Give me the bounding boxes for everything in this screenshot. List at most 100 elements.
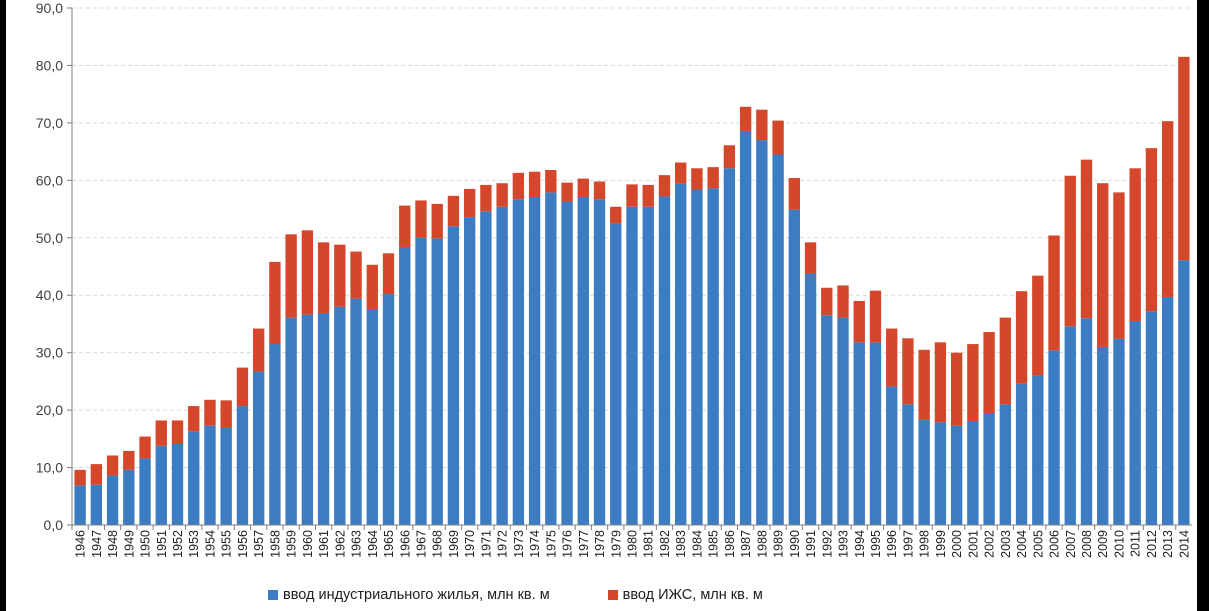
bar-segment-izhs bbox=[496, 183, 508, 207]
bar-segment-industrial bbox=[853, 342, 865, 525]
x-tick-label: 1972 bbox=[496, 530, 510, 558]
bar-segment-izhs bbox=[983, 331, 995, 413]
bar-segment-industrial bbox=[918, 419, 930, 525]
y-tick-label: 30,0 bbox=[36, 345, 63, 361]
x-tick-label: 1949 bbox=[122, 530, 136, 558]
legend-label-izhs: ввод ИЖС, млн кв. м bbox=[622, 587, 763, 603]
x-tick-label: 1967 bbox=[414, 530, 428, 558]
bar-segment-izhs bbox=[967, 344, 979, 422]
bar-segment-industrial bbox=[139, 458, 151, 525]
chart-area: 0,0 10,0 20,0 30,0 40,0 50,0 60,0 70,0 80,0 90,0 … bbox=[6, 0, 1197, 611]
bar-segment-industrial bbox=[399, 246, 411, 525]
y-tick-label: 20,0 bbox=[36, 402, 63, 418]
bar-segment-izhs bbox=[610, 206, 622, 224]
bar-segment-industrial bbox=[350, 298, 362, 525]
bar-segment-industrial bbox=[90, 484, 103, 525]
x-tick-label: 2014 bbox=[1177, 530, 1191, 558]
bar-segment-industrial bbox=[983, 412, 995, 525]
bar-segment-izhs bbox=[236, 367, 249, 407]
bar-segment-izhs bbox=[317, 242, 330, 314]
x-tick-label: 1956 bbox=[236, 530, 250, 558]
x-tick-label: 1986 bbox=[723, 530, 737, 558]
x-tick-label: 1989 bbox=[772, 530, 786, 558]
x-tick-label: 2005 bbox=[1031, 530, 1045, 558]
bar-segment-industrial bbox=[155, 445, 167, 525]
bar-segment-industrial bbox=[1145, 311, 1158, 525]
bar-segment-izhs bbox=[772, 120, 784, 155]
x-tick-label: 1952 bbox=[171, 530, 185, 558]
bar-segment-industrial bbox=[123, 469, 135, 525]
x-tick-label: 2002 bbox=[983, 530, 997, 558]
bar-segment-industrial bbox=[382, 294, 395, 525]
bar-segment-izhs bbox=[1145, 148, 1158, 312]
bar-segment-industrial bbox=[415, 237, 427, 525]
bar-segment-izhs bbox=[447, 195, 460, 227]
bar-segment-izhs bbox=[106, 455, 119, 476]
x-tick-label: 1962 bbox=[333, 530, 347, 558]
bar-segment-industrial bbox=[610, 223, 622, 526]
legend-item-izhs: ввод ИЖС, млн кв. м bbox=[607, 587, 763, 603]
x-tick-label: 1966 bbox=[398, 530, 412, 558]
bar-segment-industrial bbox=[577, 196, 589, 526]
bar-segment-industrial bbox=[675, 183, 687, 525]
x-tick-label: 2010 bbox=[1112, 530, 1126, 558]
bar-segment-izhs bbox=[301, 230, 314, 315]
bar-segment-industrial bbox=[204, 425, 216, 525]
legend-item-industrial: ввод индустриального жилья, млн кв. м bbox=[268, 587, 550, 603]
bar-segment-izhs bbox=[74, 469, 86, 486]
bar-segment-industrial bbox=[756, 140, 768, 525]
bar-segment-izhs bbox=[658, 175, 671, 197]
bar-segment-industrial bbox=[285, 317, 297, 525]
x-tick-label: 1992 bbox=[820, 530, 834, 558]
bar-segment-izhs bbox=[528, 171, 541, 197]
bar-segment-industrial bbox=[431, 238, 443, 525]
bar-segment-izhs bbox=[399, 205, 411, 247]
y-tick-label: 70,0 bbox=[36, 115, 63, 131]
bar-segment-industrial bbox=[74, 485, 86, 525]
bar-segment-izhs bbox=[382, 253, 395, 295]
x-tick-label: 2003 bbox=[999, 530, 1013, 558]
x-tick-label: 1957 bbox=[252, 530, 266, 558]
bar-segment-industrial bbox=[301, 314, 314, 525]
stacked-bar-chart: 0,010,020,030,040,050,060,070,080,090,0 … bbox=[36, 0, 1192, 558]
y-tick-label: 0,0 bbox=[44, 517, 64, 533]
bar-segment-industrial bbox=[528, 196, 541, 526]
bar-segment-industrial bbox=[1064, 326, 1076, 525]
x-tick-label: 1990 bbox=[788, 530, 802, 558]
x-tick-label: 2012 bbox=[1145, 530, 1159, 558]
bar-segment-industrial bbox=[236, 406, 249, 525]
bar-segment-industrial bbox=[1015, 383, 1028, 525]
bar-segment-izhs bbox=[285, 234, 297, 318]
x-tick-label: 1973 bbox=[512, 530, 526, 558]
bar-segment-industrial bbox=[545, 192, 557, 525]
bar-segment-izhs bbox=[1080, 159, 1093, 319]
bar-segment-izhs bbox=[918, 349, 930, 420]
bar-segment-izhs bbox=[512, 172, 525, 200]
bar-segment-industrial bbox=[1178, 260, 1190, 525]
x-tick-label: 1971 bbox=[479, 530, 493, 558]
x-tick-label: 2001 bbox=[966, 530, 980, 558]
x-tick-label: 1991 bbox=[804, 530, 818, 558]
x-tick-label: 2007 bbox=[1064, 530, 1078, 558]
x-tick-label: 1975 bbox=[544, 530, 558, 558]
x-tick-label: 1977 bbox=[577, 530, 591, 558]
bar-segment-izhs bbox=[1113, 192, 1125, 339]
bar-segment-industrial bbox=[317, 313, 330, 525]
bar-segment-industrial bbox=[496, 206, 508, 525]
bar-segment-industrial bbox=[723, 168, 736, 525]
bar-segment-industrial bbox=[934, 422, 947, 525]
bar-segment-industrial bbox=[739, 130, 752, 525]
bar-segment-izhs bbox=[1064, 175, 1076, 327]
x-tick-label: 1987 bbox=[739, 530, 753, 558]
x-tick-label: 1996 bbox=[885, 530, 899, 558]
x-tick-label: 1965 bbox=[382, 530, 396, 558]
x-tick-label: 1981 bbox=[642, 530, 656, 558]
x-tick-label: 2006 bbox=[1048, 530, 1062, 558]
bar-segment-izhs bbox=[139, 436, 151, 459]
bar-segment-izhs bbox=[1032, 275, 1044, 376]
legend-label-industrial: ввод индустриального жилья, млн кв. м bbox=[283, 587, 550, 603]
bar-segment-izhs bbox=[691, 168, 703, 190]
bar-segment-industrial bbox=[869, 342, 882, 525]
bar-segment-izhs bbox=[788, 178, 800, 210]
x-tick-label: 2000 bbox=[950, 530, 964, 558]
